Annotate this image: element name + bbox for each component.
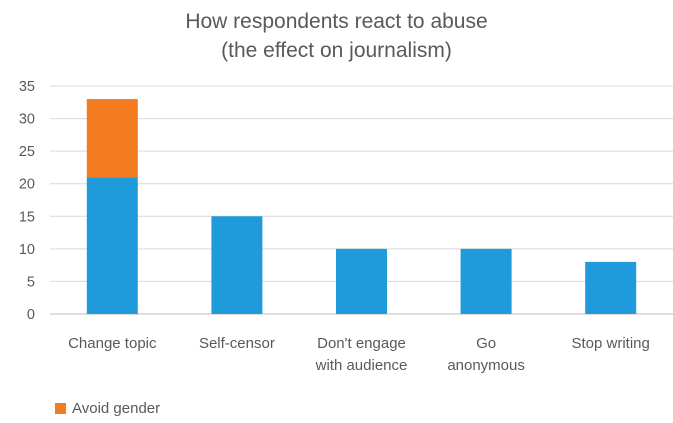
y-tick-label-10: 10 [19,242,35,258]
legend-label-avoid-gender: Avoid gender [72,400,161,417]
y-tick-label-0: 0 [27,307,35,323]
bar-series1-cat0 [86,99,138,178]
category-label-4-line-0: Stop writing [572,335,650,352]
chart-title-line-2: (the effect on journalism) [221,39,452,62]
y-tick-label-15: 15 [19,209,35,225]
y-tick-label-5: 5 [27,274,35,290]
legend: Avoid gender [55,400,160,417]
category-label-0-line-0: Change topic [68,335,157,352]
category-label-3-line-1: anonymous [447,357,525,374]
bar-series0-cat0 [86,177,138,314]
chart-title-line-1: How respondents react to abuse [185,10,488,33]
category-label-3-line-0: Go [476,335,496,352]
category-label-2-line-0: Don't engage [317,335,406,352]
y-tick-label-25: 25 [19,144,35,160]
category-label-1-line-0: Self-censor [199,335,275,352]
legend-swatch-avoid-gender [55,403,66,414]
bar-series0-cat3 [460,248,512,314]
y-tick-label-35: 35 [19,79,35,95]
y-tick-label-30: 30 [19,112,35,128]
bar-series0-cat1 [211,216,263,314]
category-label-2-line-1: with audience [315,357,408,374]
bar-series0-cat2 [336,248,387,314]
y-tick-label-20: 20 [19,177,35,193]
bar-series0-cat4 [585,261,637,314]
